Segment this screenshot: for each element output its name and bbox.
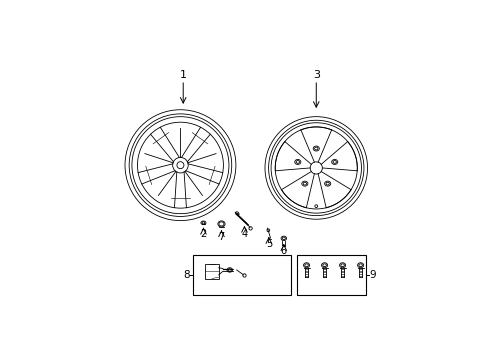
Text: 2: 2 — [200, 229, 207, 239]
Bar — [205, 264, 219, 279]
Text: 6: 6 — [281, 246, 287, 256]
Text: 8: 8 — [183, 270, 190, 280]
Text: 4: 4 — [242, 229, 247, 239]
Text: 9: 9 — [369, 270, 376, 280]
Text: 3: 3 — [313, 70, 320, 80]
Text: 1: 1 — [180, 70, 187, 80]
Bar — [193, 255, 292, 296]
Bar — [297, 255, 366, 296]
Text: 7: 7 — [219, 232, 224, 242]
Text: 5: 5 — [266, 239, 272, 249]
